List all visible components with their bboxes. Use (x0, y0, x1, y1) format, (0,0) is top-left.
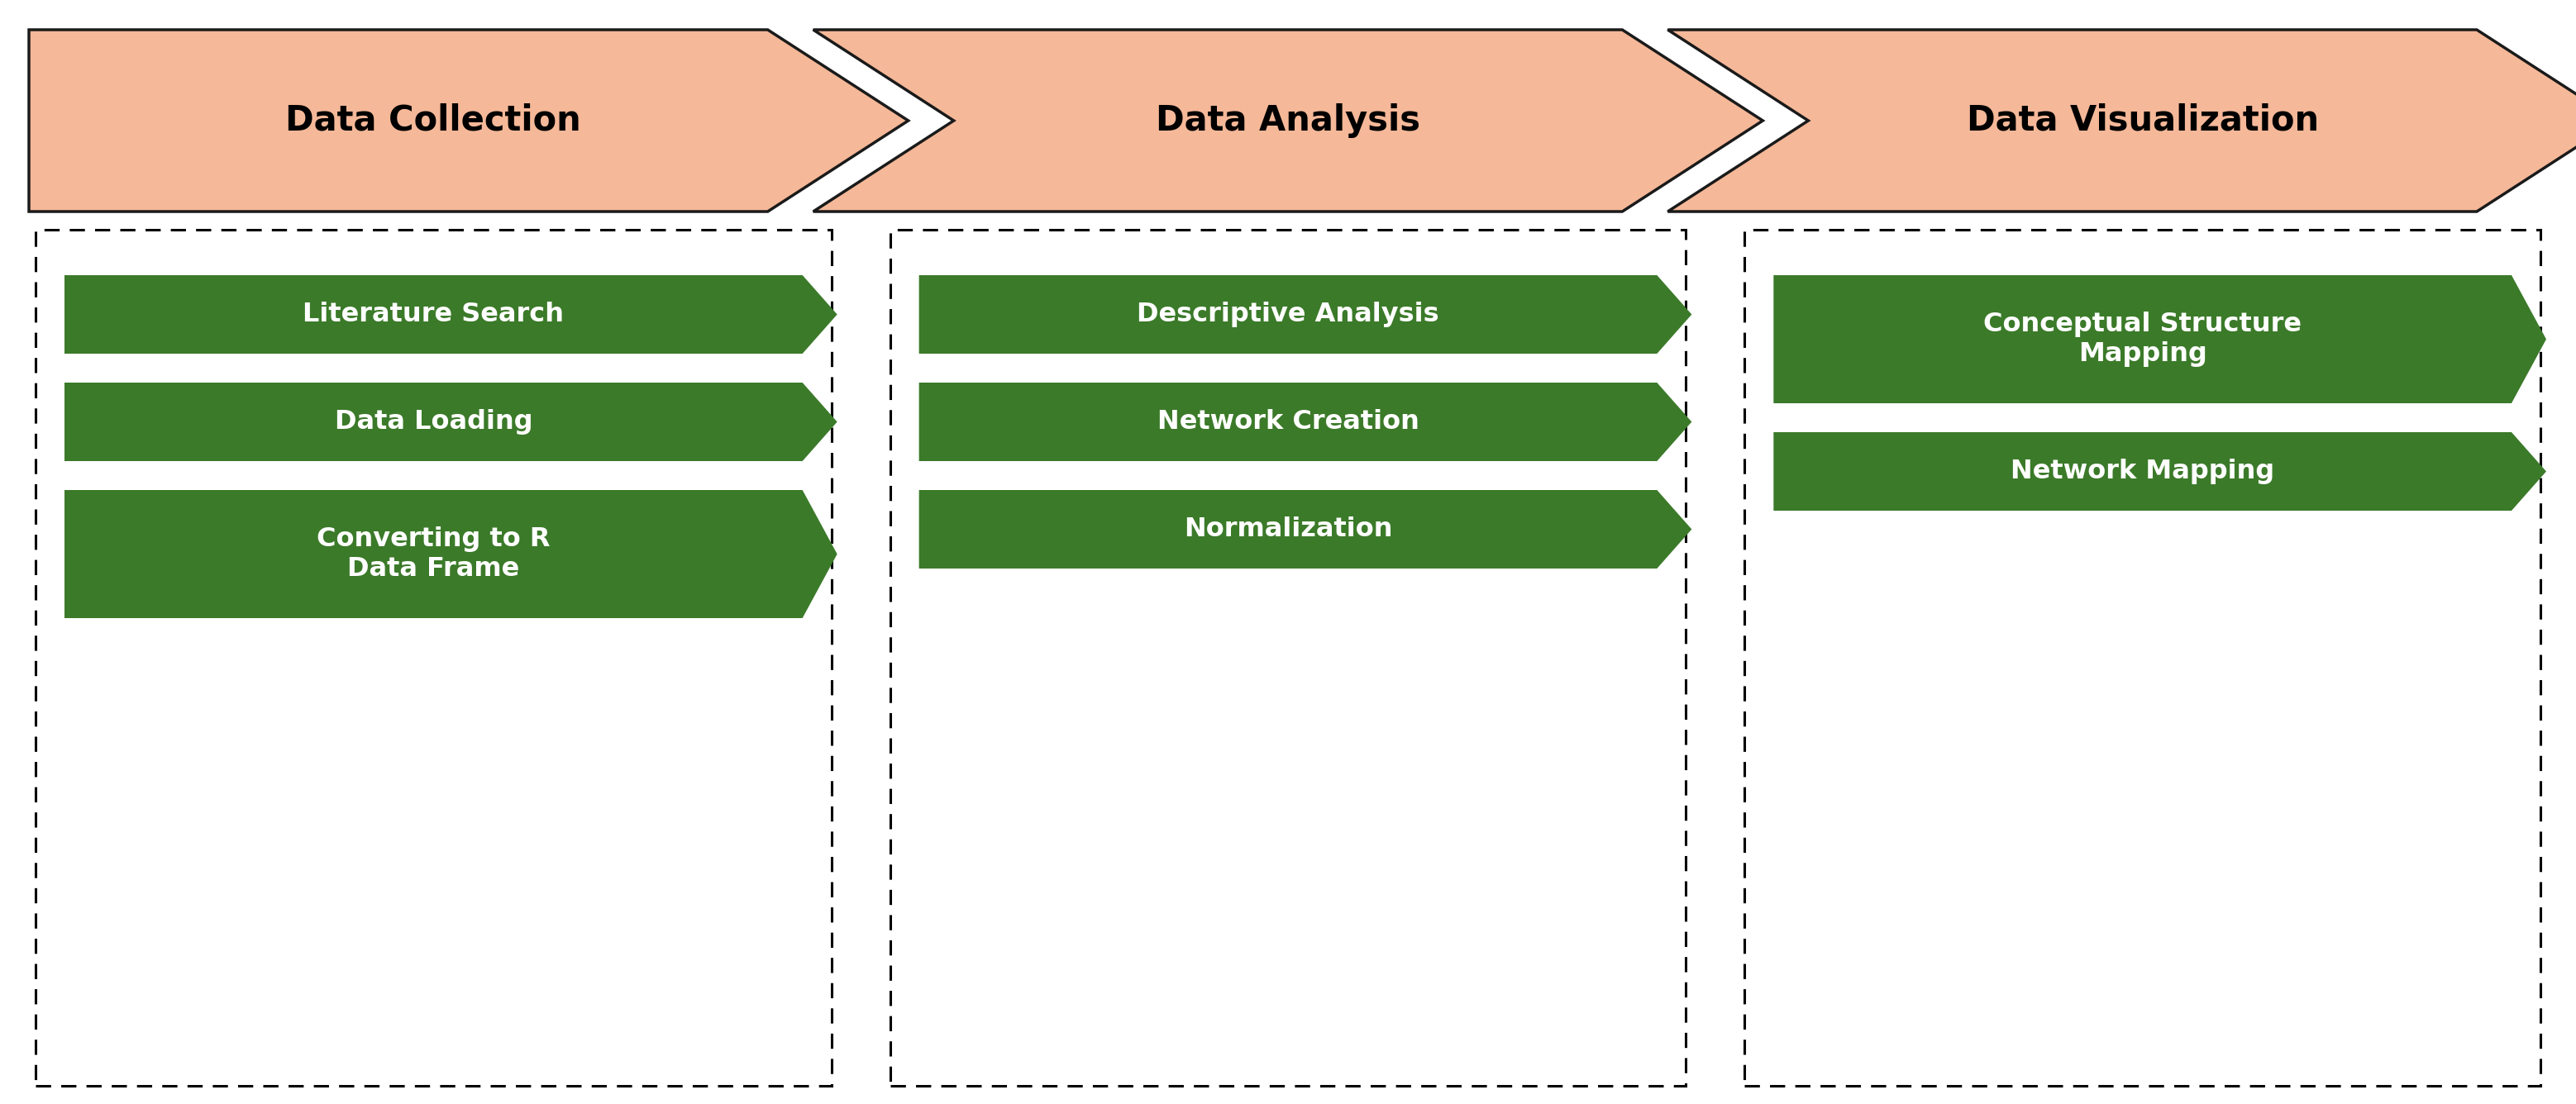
Polygon shape (920, 275, 1692, 353)
Text: Conceptual Structure
Mapping: Conceptual Structure Mapping (1984, 311, 2303, 367)
Text: Network Creation: Network Creation (1157, 410, 1419, 435)
Polygon shape (64, 490, 837, 618)
Bar (36, 230, 832, 1086)
Text: Data Analysis: Data Analysis (1157, 104, 1419, 138)
Polygon shape (814, 30, 1762, 212)
Polygon shape (1667, 30, 2576, 212)
Text: Literature Search: Literature Search (304, 301, 564, 327)
Text: Normalization: Normalization (1182, 517, 1394, 542)
Polygon shape (64, 275, 837, 353)
Text: Data Loading: Data Loading (335, 410, 533, 435)
Polygon shape (1772, 432, 2545, 511)
Bar (1744, 230, 2540, 1086)
Polygon shape (1772, 275, 2545, 403)
Text: Data Collection: Data Collection (286, 104, 582, 138)
Bar (891, 230, 1685, 1086)
Text: Descriptive Analysis: Descriptive Analysis (1136, 301, 1440, 327)
Text: Data Visualization: Data Visualization (1965, 104, 2318, 138)
Polygon shape (64, 383, 837, 461)
Polygon shape (920, 490, 1692, 569)
Text: Network Mapping: Network Mapping (2012, 458, 2275, 485)
Polygon shape (28, 30, 909, 212)
Polygon shape (920, 383, 1692, 461)
Text: Converting to R
Data Frame: Converting to R Data Frame (317, 527, 551, 582)
